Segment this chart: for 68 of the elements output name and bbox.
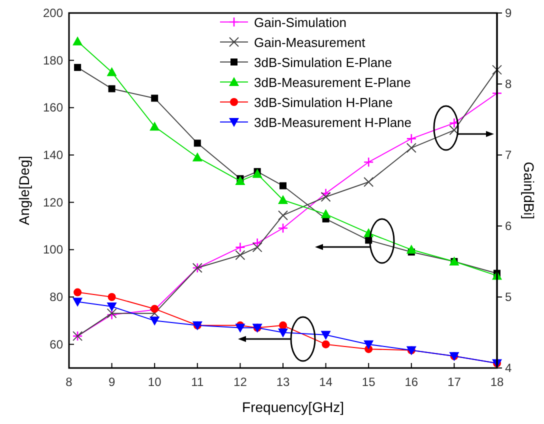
point	[492, 64, 502, 75]
point	[252, 168, 262, 178]
y-tick-label: 60	[50, 337, 64, 352]
y2-tick-label: 8	[505, 77, 512, 91]
point	[279, 321, 287, 330]
point	[72, 36, 83, 46]
x-tick-label: 9	[108, 375, 116, 389]
point	[235, 242, 246, 252]
x-tick-label: 12	[234, 375, 248, 389]
legend-label: 3dB-Measurement H-Plane	[254, 115, 412, 130]
x-tick-label: 11	[191, 375, 204, 389]
point	[192, 152, 202, 162]
point	[106, 302, 117, 312]
point	[364, 176, 374, 187]
point	[449, 118, 460, 128]
point	[235, 176, 246, 186]
point	[235, 324, 246, 333]
x-axis-title: Frequency[GHz]	[242, 399, 344, 415]
y-tick-label: 100	[42, 242, 64, 257]
point	[150, 122, 160, 131]
legend-label: 3dB-Simulation H-Plane	[254, 95, 393, 110]
point	[320, 330, 331, 340]
point	[72, 298, 83, 307]
y-tick-label: 160	[42, 100, 64, 115]
y2-tick-label: 4	[505, 361, 512, 375]
point	[278, 194, 288, 204]
x-tick-label: 16	[404, 375, 418, 389]
point	[108, 293, 116, 301]
point	[364, 340, 374, 350]
point	[406, 134, 417, 144]
point	[320, 192, 331, 202]
y-tick-label: 140	[42, 148, 64, 162]
y-tick-label: 120	[42, 195, 64, 210]
x-tick-label: 15	[362, 375, 376, 389]
legend-label: 3dB-Simulation E-Plane	[254, 55, 392, 70]
y2-tick-label: 7	[505, 148, 512, 162]
x-tick-label: 13	[276, 375, 290, 389]
x-tick-label: 18	[490, 375, 504, 389]
point	[252, 242, 262, 252]
x-tick-label: 10	[148, 375, 162, 389]
legend-label: 3dB-Measurement E-Plane	[254, 75, 411, 90]
y2-axis-title: Gain[dBi]	[521, 162, 537, 220]
point	[320, 209, 331, 218]
x-tick-label: 8	[66, 375, 73, 389]
x-tick-label: 14	[319, 375, 333, 389]
point	[235, 250, 246, 260]
point	[406, 142, 416, 153]
point	[278, 222, 288, 234]
point	[74, 288, 82, 296]
legend-label: Gain-Measurement	[254, 35, 366, 50]
y2-tick-label: 5	[505, 290, 512, 304]
point	[106, 67, 117, 76]
point	[406, 244, 416, 254]
point	[449, 125, 460, 136]
point	[278, 328, 288, 338]
y-tick-label: 200	[42, 6, 64, 20]
legend-label: Gain-Simulation	[254, 15, 346, 30]
point	[322, 340, 330, 348]
y2-tick-label: 6	[505, 219, 512, 233]
y-tick-label: 80	[50, 290, 64, 304]
x-tick-label: 17	[448, 375, 462, 389]
y2-tick-label: 9	[505, 6, 512, 20]
point	[320, 188, 331, 198]
y-axis-title: Angle[Deg]	[16, 156, 32, 226]
y-tick-label: 180	[42, 53, 64, 68]
point	[150, 316, 160, 326]
point	[363, 156, 374, 168]
point	[278, 210, 288, 220]
